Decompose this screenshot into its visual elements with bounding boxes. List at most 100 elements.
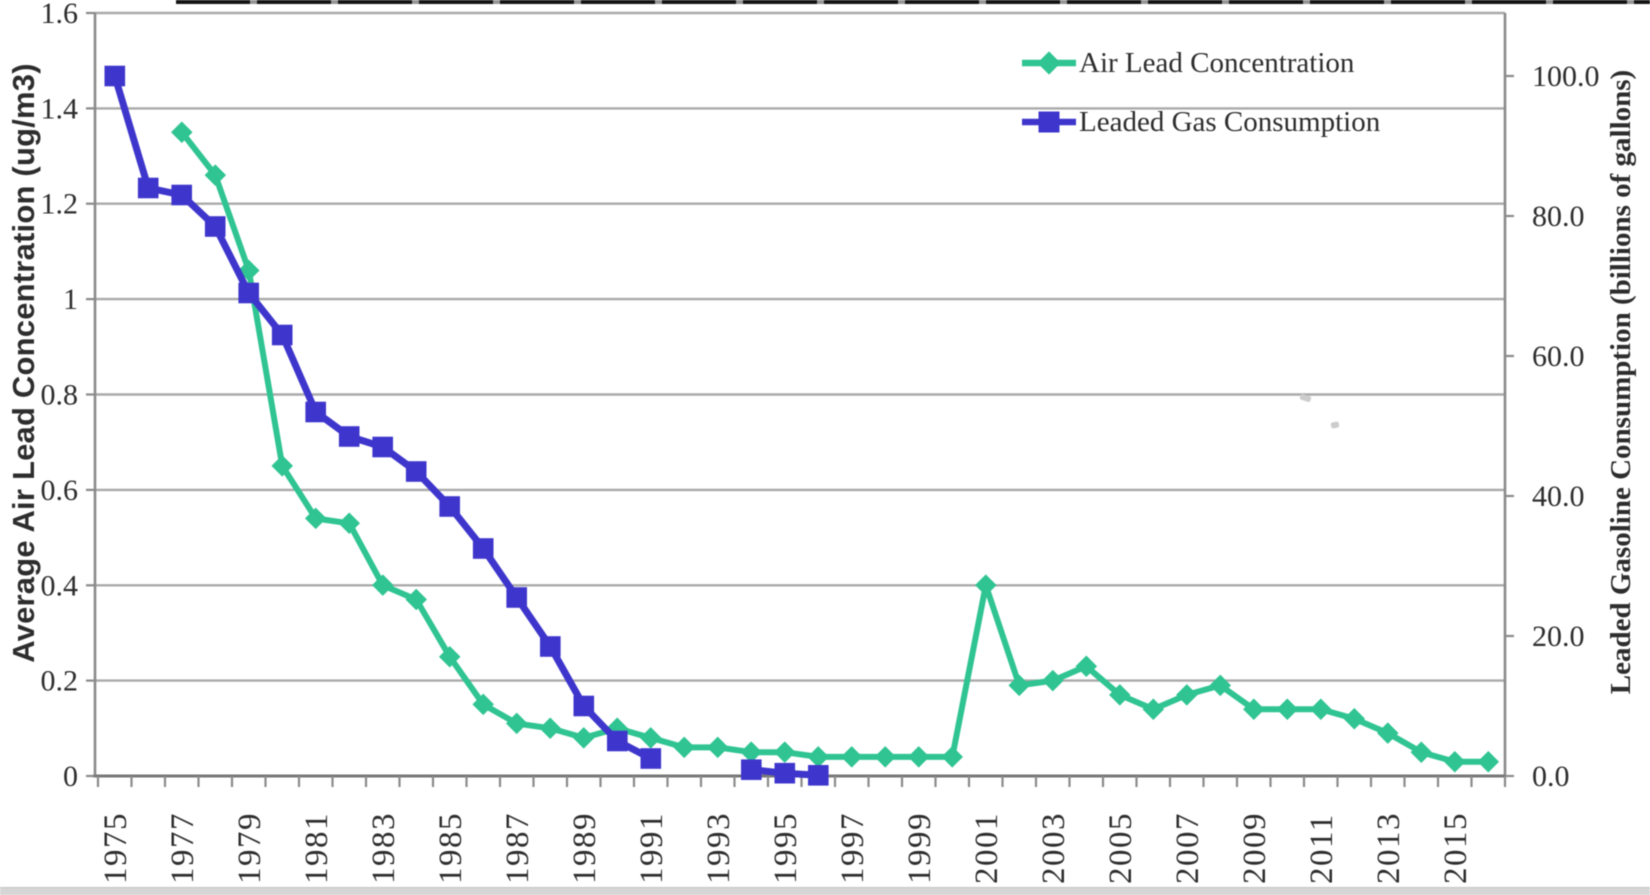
air-lead-marker: [639, 727, 662, 749]
leaded-gas-marker: [238, 282, 259, 304]
air-lead-marker: [1276, 698, 1299, 720]
air-lead-marker: [807, 746, 829, 768]
leaded-gas-marker: [640, 748, 662, 769]
left-tick-label: 1: [63, 283, 78, 316]
left-tick-label: 1.4: [41, 92, 79, 125]
year-label: 1985: [433, 812, 469, 884]
year-label: 1993: [701, 812, 737, 884]
leaded-gas-marker: [472, 538, 494, 559]
air-lead-marker: [740, 741, 762, 763]
year-label: 2013: [1371, 812, 1407, 884]
right-tick-label: 40.0: [1532, 480, 1585, 513]
left-tick-label: 1.2: [41, 188, 79, 221]
legend-item-leaded-gas: Leaded Gas Consumption: [1079, 106, 1381, 138]
air-lead-marker: [1142, 698, 1165, 720]
air-lead-marker: [171, 121, 193, 143]
left-tick-label: 0.2: [41, 665, 79, 698]
leaded-gas-marker: [506, 587, 527, 608]
leaded-gas-marker: [540, 636, 561, 657]
air-lead-marker: [438, 645, 461, 668]
leaded-gas-line: [111, 72, 655, 762]
air-lead-marker: [539, 717, 561, 739]
air-lead-marker: [472, 693, 494, 716]
left-tick-label: 0.4: [41, 569, 79, 602]
air-lead-marker: [706, 736, 729, 759]
year-label: 1989: [567, 812, 603, 884]
year-label: 2015: [1438, 812, 1474, 884]
left-tick-label: 0: [63, 760, 78, 793]
year-label: 2003: [1036, 812, 1072, 884]
right-tick-label: 20.0: [1532, 620, 1585, 653]
legend-leaded-gas-marker: [1038, 111, 1060, 133]
year-label: 1991: [634, 812, 670, 884]
leaded-gas-marker: [774, 762, 796, 784]
leaded-gas-marker: [573, 695, 595, 717]
air-lead-marker: [1008, 674, 1030, 697]
air-lead-marker: [874, 746, 896, 768]
leaded-gas-marker: [405, 461, 427, 482]
left-tick-label: 0.8: [41, 379, 79, 412]
leaded-gas-marker: [271, 324, 293, 346]
air-lead-marker: [1477, 750, 1500, 773]
air-lead-marker: [304, 507, 327, 530]
cropped-bottom-strip: [0, 887, 1650, 895]
cropped-content-strip: [176, 0, 1650, 4]
left-axis-title: Average Air Lead Concentration (ug/m3): [6, 63, 41, 663]
air-lead-marker: [271, 455, 293, 477]
right-axis-title: Leaded Gasoline Consumption (billions of…: [1605, 69, 1637, 695]
leaded-gas-marker: [741, 759, 762, 780]
year-label: 1981: [299, 812, 335, 884]
air-lead-marker: [204, 164, 227, 186]
year-label: 2001: [969, 812, 1005, 884]
air-lead-marker: [1444, 750, 1466, 773]
leaded-gas-marker: [204, 216, 226, 237]
leaded-gas-marker: [372, 436, 393, 458]
right-tick-label: 100.0: [1532, 60, 1600, 93]
air-lead-marker: [1377, 722, 1399, 744]
legend-item-air-lead: Air Lead Concentration: [1079, 47, 1355, 79]
leaded-gas-marker: [439, 496, 460, 517]
right-tick-label: 80.0: [1532, 200, 1585, 233]
air-lead-marker: [338, 512, 360, 534]
right-tick-label: 60.0: [1532, 340, 1585, 373]
year-label: 1975: [98, 812, 134, 884]
year-label: 2005: [1103, 812, 1139, 884]
air-lead-marker: [1075, 655, 1098, 678]
leaded-gas-marker: [607, 730, 628, 752]
year-label: 1999: [902, 812, 938, 884]
legend-air-lead-marker: [1037, 51, 1061, 75]
air-lead-marker: [505, 712, 528, 735]
year-label: 1983: [366, 812, 402, 884]
leaded-gas-marker: [808, 765, 829, 786]
year-label: 2011: [1304, 813, 1340, 884]
air-lead-marker: [1310, 698, 1332, 720]
leaded-gas-marker: [171, 184, 192, 206]
air-lead-marker: [372, 574, 394, 596]
year-label: 1987: [500, 812, 536, 884]
year-label: 2009: [1237, 812, 1273, 884]
air-lead-marker: [673, 736, 695, 759]
air-lead-line: [178, 129, 1492, 765]
year-label: 1995: [768, 812, 804, 884]
air-lead-marker: [405, 588, 427, 611]
air-lead-marker: [975, 574, 997, 596]
leaded-gas-marker: [104, 65, 126, 87]
year-label: 1997: [835, 812, 871, 884]
air-lead-marker: [941, 746, 963, 768]
year-label: 1977: [165, 812, 201, 884]
left-tick-label: 0.6: [41, 474, 79, 507]
air-lead-marker: [1343, 708, 1366, 730]
air-lead-marker: [773, 741, 796, 763]
air-lead-marker: [907, 746, 930, 768]
air-lead-marker: [572, 727, 595, 749]
leaded-gas-marker: [305, 401, 326, 423]
air-lead-marker: [840, 746, 863, 768]
air-lead-marker: [1042, 669, 1064, 692]
leaded-gas-marker: [338, 426, 360, 447]
left-tick-label: 1.6: [41, 0, 79, 30]
right-tick-label: 0.0: [1532, 760, 1570, 793]
year-label: 2007: [1170, 812, 1206, 884]
year-label: 1979: [232, 812, 268, 884]
